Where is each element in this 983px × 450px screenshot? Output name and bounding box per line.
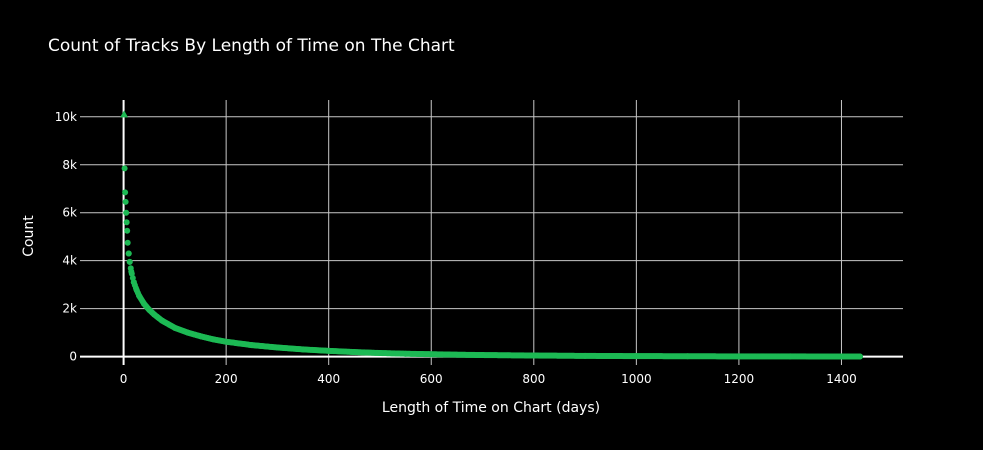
data-point bbox=[856, 353, 863, 360]
chart-title: Count of Tracks By Length of Time on The… bbox=[48, 36, 455, 56]
data-point bbox=[122, 198, 129, 205]
grid bbox=[80, 100, 903, 365]
x-tick-label: 200 bbox=[215, 372, 238, 386]
data-point bbox=[123, 219, 130, 226]
data-point bbox=[123, 209, 130, 216]
data-point bbox=[124, 227, 131, 234]
data-point bbox=[121, 165, 128, 172]
data-point bbox=[124, 239, 131, 246]
x-tick-label: 1400 bbox=[826, 372, 857, 386]
y-tick-label: 0 bbox=[69, 350, 77, 364]
x-tick-label: 600 bbox=[420, 372, 443, 386]
y-tick-label: 4k bbox=[62, 254, 77, 268]
x-tick-label: 800 bbox=[522, 372, 545, 386]
data-point-triangle bbox=[120, 110, 129, 118]
x-tick-label: 0 bbox=[120, 372, 128, 386]
y-tick-label: 6k bbox=[62, 206, 77, 220]
data-point bbox=[122, 189, 129, 196]
data-point bbox=[125, 250, 132, 257]
data-points bbox=[120, 110, 863, 360]
y-tick-label: 8k bbox=[62, 158, 77, 172]
x-tick-label: 1200 bbox=[724, 372, 755, 386]
data-point bbox=[126, 258, 133, 265]
y-tick-label: 2k bbox=[62, 302, 77, 316]
data-point bbox=[127, 265, 134, 272]
x-tick-label: 1000 bbox=[621, 372, 652, 386]
x-axis-title: Length of Time on Chart (days) bbox=[382, 400, 600, 416]
y-axis-title: Count bbox=[21, 215, 37, 257]
y-tick-labels: 0 2k 4k 6k 8k 10k bbox=[55, 110, 77, 364]
x-tick-label: 400 bbox=[317, 372, 340, 386]
y-tick-label: 10k bbox=[55, 110, 77, 124]
x-tick-labels: 0 200 400 600 800 1000 1200 1400 bbox=[120, 372, 857, 386]
